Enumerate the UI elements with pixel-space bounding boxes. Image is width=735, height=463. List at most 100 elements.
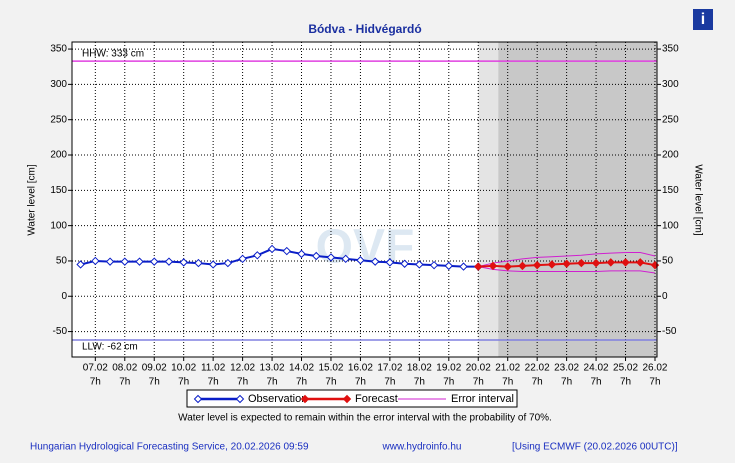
point bbox=[444, 261, 454, 271]
x-tick-sublabel: 7h bbox=[532, 377, 543, 388]
threshold-label: LLW: -62 cm bbox=[82, 342, 138, 353]
point bbox=[547, 260, 557, 269]
note: Water level is expected to remain within… bbox=[178, 413, 552, 424]
point bbox=[474, 262, 483, 271]
point bbox=[105, 257, 115, 266]
y-tick-label: 200 bbox=[50, 150, 67, 161]
x-tick-sublabel: 7h bbox=[208, 377, 219, 388]
x-tick-sublabel: 7h bbox=[296, 377, 307, 388]
y-axis-label: Water level [cm] bbox=[27, 164, 38, 236]
point bbox=[120, 257, 129, 266]
point bbox=[208, 260, 218, 269]
forecast-zone-light bbox=[478, 42, 499, 357]
x-tick-sublabel: 7h bbox=[473, 377, 484, 388]
point bbox=[150, 257, 159, 266]
point bbox=[577, 258, 586, 268]
y2-tick-label: 250 bbox=[662, 114, 679, 125]
x-tick-label: 08.02 bbox=[112, 363, 137, 374]
y2-tick-label: 200 bbox=[662, 150, 679, 161]
info-button[interactable] bbox=[693, 9, 713, 30]
x-tick-label: 11.02 bbox=[201, 363, 226, 374]
point bbox=[282, 246, 291, 256]
point bbox=[267, 244, 277, 254]
y2-tick-label: 150 bbox=[662, 185, 679, 196]
x-tick-sublabel: 7h bbox=[649, 377, 660, 388]
y2-tick-label: 350 bbox=[662, 44, 679, 55]
point bbox=[415, 260, 424, 269]
x-tick-label: 16.02 bbox=[348, 363, 373, 374]
info-icon[interactable]: i bbox=[701, 11, 705, 28]
point bbox=[91, 256, 100, 266]
point bbox=[341, 254, 350, 264]
point bbox=[459, 262, 468, 271]
x-tick-label: 21.02 bbox=[495, 363, 520, 374]
y-tick-label: 50 bbox=[56, 256, 68, 267]
point bbox=[636, 258, 645, 267]
x-tick-sublabel: 7h bbox=[443, 377, 454, 388]
y2-tick-label: 50 bbox=[662, 256, 674, 267]
point bbox=[164, 257, 174, 266]
point bbox=[606, 258, 616, 267]
x-tick-sublabel: 7h bbox=[620, 377, 631, 388]
x-tick-sublabel: 7h bbox=[178, 377, 189, 388]
x-tick-label: 26.02 bbox=[642, 363, 667, 374]
series-line bbox=[478, 251, 656, 268]
x-tick-sublabel: 7h bbox=[266, 377, 277, 388]
legend-marker bbox=[193, 394, 203, 404]
x-tick-label: 15.02 bbox=[318, 363, 343, 374]
x-tick-label: 07.02 bbox=[83, 363, 108, 374]
y2-tick-label: 300 bbox=[662, 79, 679, 90]
x-tick-sublabel: 7h bbox=[502, 377, 513, 388]
y-tick-label: -50 bbox=[53, 326, 68, 337]
x-tick-sublabel: 7h bbox=[561, 377, 572, 388]
legend-label: Forecast bbox=[355, 393, 398, 405]
point bbox=[503, 262, 512, 271]
legend-box bbox=[186, 389, 518, 408]
chart-title: Bódva - Hidvégardó bbox=[308, 22, 421, 36]
point bbox=[621, 258, 630, 267]
x-tick-label: 19.02 bbox=[436, 363, 461, 374]
plot-frame bbox=[71, 41, 658, 358]
y-tick-label: 100 bbox=[50, 220, 67, 231]
y-tick-label: 250 bbox=[50, 114, 67, 125]
x-tick-sublabel: 7h bbox=[237, 377, 248, 388]
point bbox=[76, 260, 85, 269]
point bbox=[429, 260, 439, 270]
point bbox=[326, 253, 336, 262]
x-tick-sublabel: 7h bbox=[149, 377, 160, 388]
x-tick-sublabel: 7h bbox=[414, 377, 425, 388]
y2-axis-label: Water level [cm] bbox=[692, 164, 703, 236]
x-tick-label: 25.02 bbox=[613, 363, 638, 374]
x-tick-sublabel: 7h bbox=[325, 377, 336, 388]
x-tick-label: 18.02 bbox=[407, 363, 432, 374]
x-tick-label: 22.02 bbox=[525, 363, 550, 374]
y-tick-label: 300 bbox=[50, 79, 67, 90]
footer-right: [Using ECMWF (20.02.2026 00UTC)] bbox=[512, 442, 678, 453]
series-line bbox=[80, 247, 479, 268]
point bbox=[253, 251, 262, 260]
y-tick-label: 350 bbox=[50, 44, 67, 55]
footer-center: www.hydroinfo.hu bbox=[382, 442, 462, 453]
x-tick-label: 09.02 bbox=[142, 363, 167, 374]
footer-left: Hungarian Hydrological Forecasting Servi… bbox=[30, 442, 309, 453]
x-tick-label: 23.02 bbox=[554, 363, 579, 374]
x-tick-label: 20.02 bbox=[466, 363, 491, 374]
x-tick-label: 12.02 bbox=[230, 363, 255, 374]
y-tick-label: 0 bbox=[61, 291, 67, 302]
y-tick-label: 150 bbox=[50, 185, 67, 196]
legend-label: Error interval bbox=[451, 393, 514, 405]
point bbox=[488, 261, 498, 271]
y2-tick-label: -50 bbox=[662, 326, 677, 337]
point bbox=[532, 260, 542, 270]
x-tick-sublabel: 7h bbox=[90, 377, 101, 388]
y2-tick-label: 0 bbox=[662, 291, 668, 302]
point bbox=[385, 258, 395, 267]
x-tick-label: 13.02 bbox=[260, 363, 285, 374]
point bbox=[400, 259, 409, 268]
threshold-label: HHW: 333 cm bbox=[82, 49, 144, 60]
x-tick-label: 24.02 bbox=[584, 363, 609, 374]
point bbox=[194, 258, 203, 268]
point bbox=[179, 258, 188, 267]
x-tick-sublabel: 7h bbox=[384, 377, 395, 388]
